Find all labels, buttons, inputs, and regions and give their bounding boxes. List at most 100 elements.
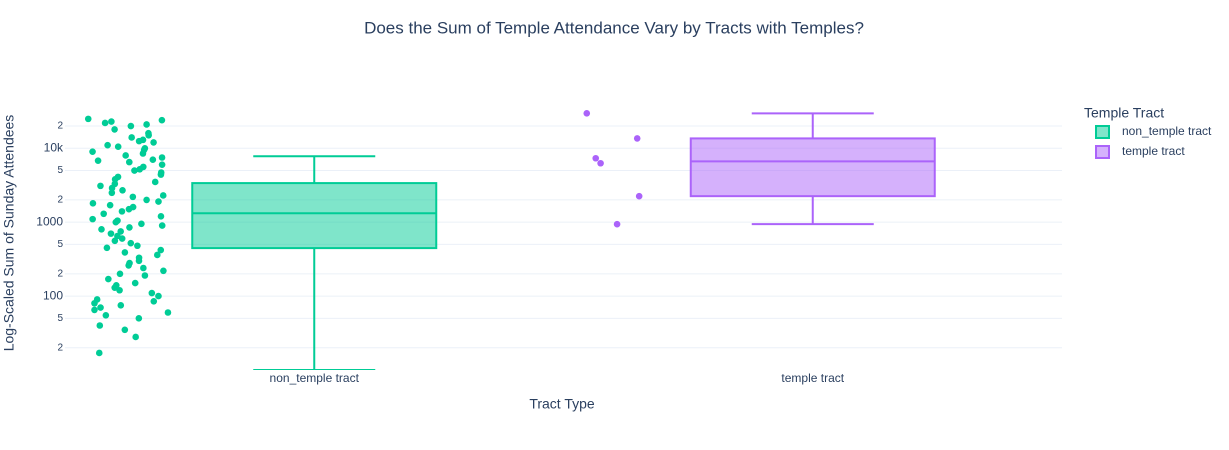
outlier-point [105,275,112,283]
outlier-point [134,242,141,250]
outlier-point [138,220,145,228]
outlier-point [158,116,166,124]
outlier-point [121,249,129,256]
chart-title: Does the Sum of Temple Attendance Vary b… [364,18,864,37]
outlier-point [157,246,165,254]
outlier-point [635,192,643,200]
outlier-point [143,196,150,204]
outlier-point [102,311,110,319]
outlier-point [91,299,98,307]
outlier-point [98,226,105,233]
outlier-point [103,244,111,252]
y-axis-title: Log-Scaled Sum of Sunday Attendees [1,115,17,352]
outlier-point [127,239,135,247]
outlier-point [135,137,143,145]
outlier-point [129,193,137,201]
box [689,137,936,198]
outlier-point [143,121,150,128]
outlier-point [95,349,103,357]
outlier-point [117,228,124,235]
y-tick-label: 10k [44,140,64,154]
outlier-point [118,208,126,215]
outlier-point [159,192,167,199]
outlier-point [89,215,96,223]
legend-label: temple tract [1122,144,1185,158]
outlier-point [126,224,133,231]
outlier-point [117,302,125,309]
outlier-point [96,322,104,329]
x-tick-label: temple tract [781,371,844,385]
outlier-point [155,292,162,300]
legend-swatch [1095,125,1110,139]
outlier-point [583,110,591,117]
outlier-point [597,159,604,167]
outlier-point [150,298,158,305]
y-tick-label: 2 [57,342,63,353]
outlier-point [89,148,96,155]
outlier-point [151,178,159,186]
outlier-point [125,262,132,269]
outlier-point [108,184,116,192]
outlier-point [160,267,167,275]
box [191,182,438,250]
outlier-point [148,289,156,297]
outlier-point [157,213,165,220]
outlier-point [158,222,166,229]
outlier-point [111,126,118,133]
outlier-point [128,134,135,141]
outlier-point [97,182,104,190]
x-axis-title: Tract Type [529,396,595,412]
y-tick-label: 1000 [36,214,63,228]
y-tick-label: 2 [57,268,63,279]
plot-area [84,110,936,370]
outlier-point [131,279,139,287]
outlier-point [592,154,600,162]
outlier-point [149,156,157,164]
outlier-point [108,189,116,197]
outlier-point [125,205,133,213]
outlier-point [118,235,126,242]
outlier-point [111,237,119,245]
outlier-point [104,141,111,149]
outlier-point [135,315,143,322]
outlier-point [157,171,165,178]
outlier-point [125,158,133,166]
outlier-point [91,306,98,314]
outlier-point [108,118,115,125]
outlier-point [136,165,144,173]
outlier-point [112,218,120,226]
outlier-point [158,161,166,168]
outlier-point [141,272,149,279]
outlier-point [131,167,138,174]
outlier-point [158,154,166,161]
y-tick-label: 2 [57,121,63,132]
outlier-point [145,131,152,139]
x-tick-label: non_temple tract [270,371,360,385]
outlier-point [106,201,114,209]
outlier-point [164,309,172,316]
outlier-point [89,200,97,207]
outlier-point [116,286,123,294]
y-tick-label: 5 [57,313,63,324]
outlier-point [97,304,104,311]
outlier-point [121,326,129,334]
y-tick-label: 100 [43,288,63,302]
outlier-point [119,187,126,194]
outlier-point [140,264,147,272]
outlier-point [116,270,124,278]
outlier-point [111,284,118,291]
outlier-point [114,143,122,151]
legend-swatch [1095,145,1110,159]
outlier-point [155,198,162,205]
outlier-point [132,333,139,341]
outlier-point [613,220,621,228]
legend-title: Temple Tract [1084,105,1164,121]
outlier-point [633,135,641,142]
outlier-point [153,251,161,259]
legend-label: non_temple tract [1122,124,1212,138]
y-tick-label: 5 [57,239,63,250]
outlier-point [100,210,107,218]
outlier-point [84,115,92,123]
y-tick-label: 5 [57,165,63,176]
